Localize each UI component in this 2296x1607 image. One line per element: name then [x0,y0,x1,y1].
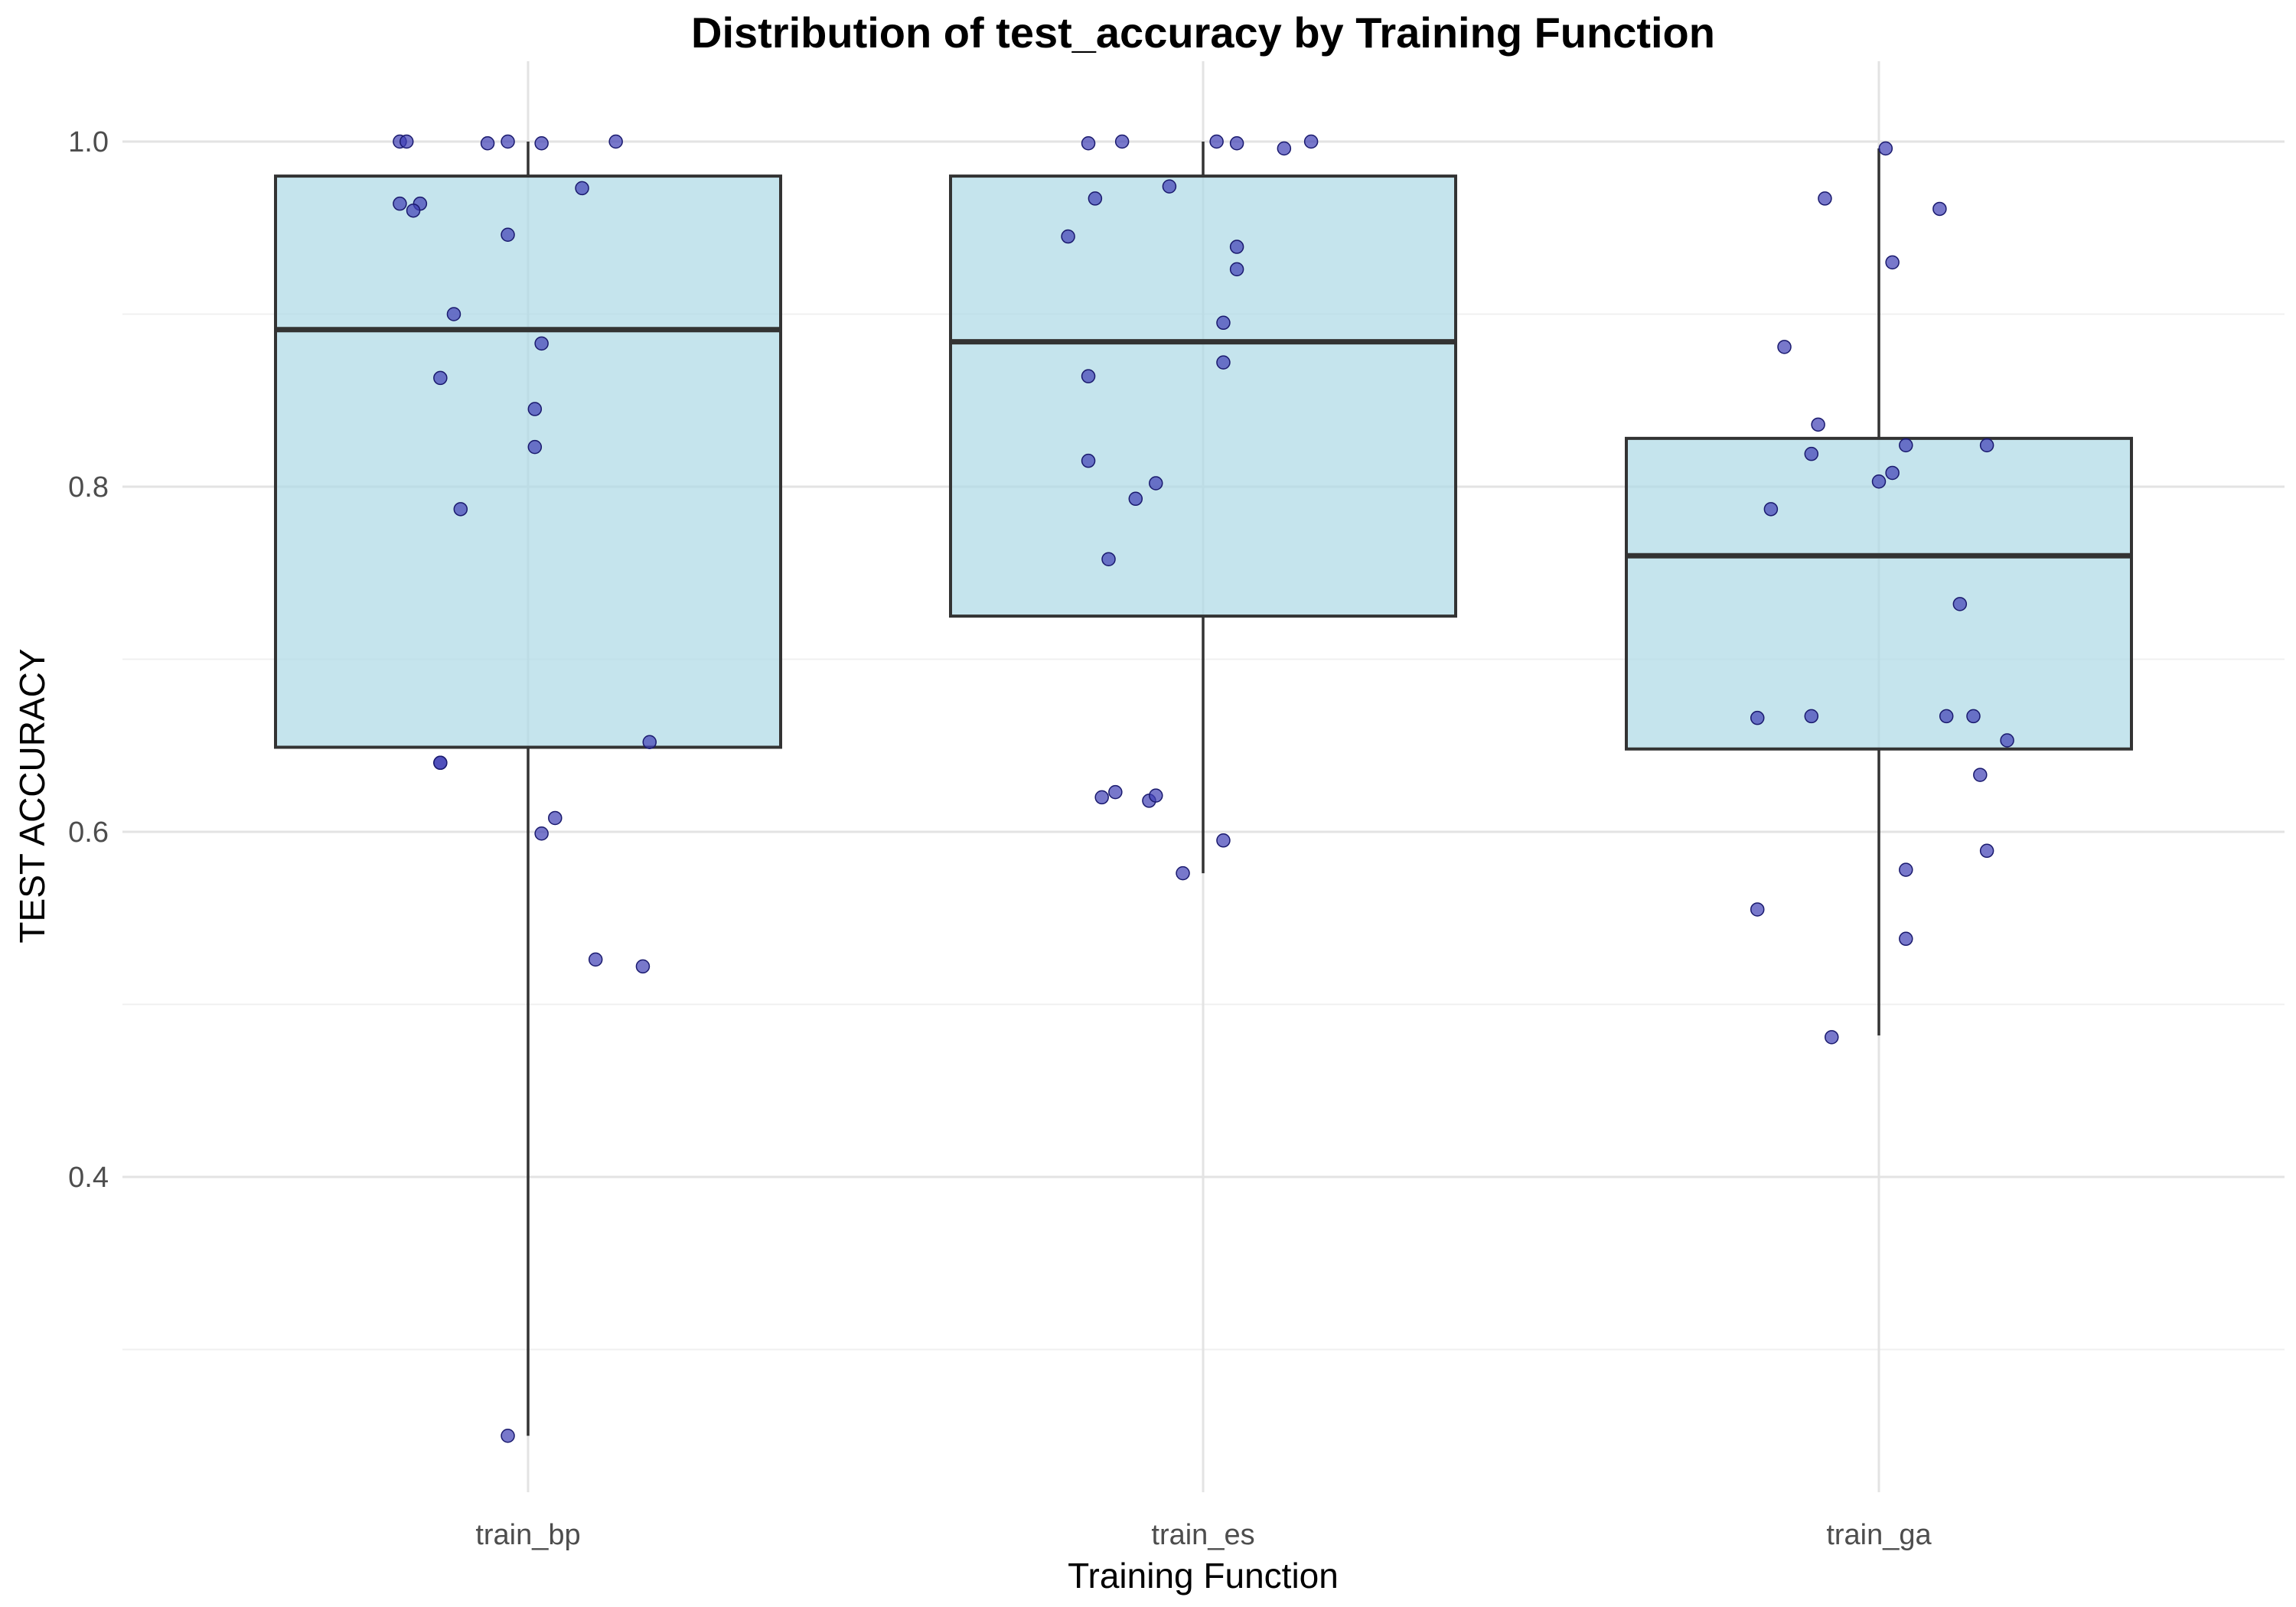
data-point [1966,709,1981,724]
data-point [1825,1030,1839,1045]
data-point [1229,136,1244,151]
data-point [1101,552,1116,566]
data-point [1750,902,1765,917]
data-point [1804,446,1819,461]
box-train_es [949,142,1457,874]
data-point [1973,768,1988,782]
data-point [2000,733,2014,748]
x-tick-label: train_es [1151,1519,1254,1551]
data-point [453,502,468,517]
y-tick-label: 0.4 [68,1162,109,1194]
box-train_ga [1625,148,2133,1036]
y-axis-title: TEST ACCURACY [12,648,52,943]
data-point [548,810,563,826]
data-point [1871,474,1887,489]
data-point [1899,931,1913,947]
data-point [1899,862,1913,877]
data-point [527,439,543,455]
data-point [501,134,515,149]
data-point [527,402,543,416]
data-point [1763,502,1779,517]
data-point [393,196,407,211]
data-point [501,227,515,243]
data-point [1114,134,1130,149]
data-point [1952,597,1968,611]
data-point [501,1429,515,1443]
data-point [1149,788,1163,803]
data-point [1777,340,1792,354]
data-point [1811,417,1825,432]
data-point [1108,784,1123,800]
data-point [1932,201,1947,217]
data-point [1081,136,1096,151]
data-point [1176,865,1190,881]
data-point [1094,790,1109,805]
chart-title: Distribution of test_accuracy by Trainin… [691,8,1715,57]
data-point [1750,710,1765,725]
data-point [1229,262,1244,277]
data-point [480,136,495,151]
data-point [534,826,549,841]
data-point [608,134,623,149]
y-tick-label: 0.6 [68,817,109,849]
data-point [1216,315,1231,331]
data-point [1149,476,1163,491]
data-point [1162,179,1177,194]
data-point [1979,843,1994,859]
data-point [433,370,448,386]
box-layer [274,142,2133,1436]
x-tick-label: train_ga [1826,1519,1932,1551]
data-point [1216,833,1231,848]
data-point [534,136,549,151]
jitter-points [393,134,2014,1443]
data-point [1128,491,1143,507]
data-point [1804,709,1819,724]
data-point [588,952,603,967]
data-point [635,959,651,974]
data-point [1209,134,1224,149]
data-point [575,181,589,196]
x-axis-title: Training Function [1068,1556,1339,1596]
iqr-box [274,174,782,749]
data-point [1939,709,1954,724]
data-point [399,134,414,149]
data-point [534,336,549,351]
data-point [1899,438,1913,453]
data-point [446,307,461,321]
data-point [642,735,657,749]
iqr-box [1625,436,2133,751]
iqr-box [949,174,1457,618]
data-point [1277,141,1292,156]
tick-labels: 0.4 0.6 0.8 1.0 train_bp train_es train_ga [68,126,1932,1551]
data-point [1081,453,1096,468]
data-point [1061,229,1075,244]
data-point [1229,240,1244,254]
data-point [1979,438,1994,453]
data-point [1885,465,1900,481]
x-tick-label: train_bp [475,1519,580,1551]
data-point [1081,369,1096,383]
data-point [1303,134,1319,149]
data-point [433,755,448,771]
data-point [406,203,421,218]
box-train_bp [274,142,782,1436]
y-tick-label: 1.0 [68,126,109,158]
data-point [1885,255,1900,270]
data-point [1216,355,1231,370]
data-point [1818,191,1832,206]
data-point [1088,191,1103,206]
data-point [1878,141,1893,156]
y-tick-label: 0.8 [68,471,109,504]
